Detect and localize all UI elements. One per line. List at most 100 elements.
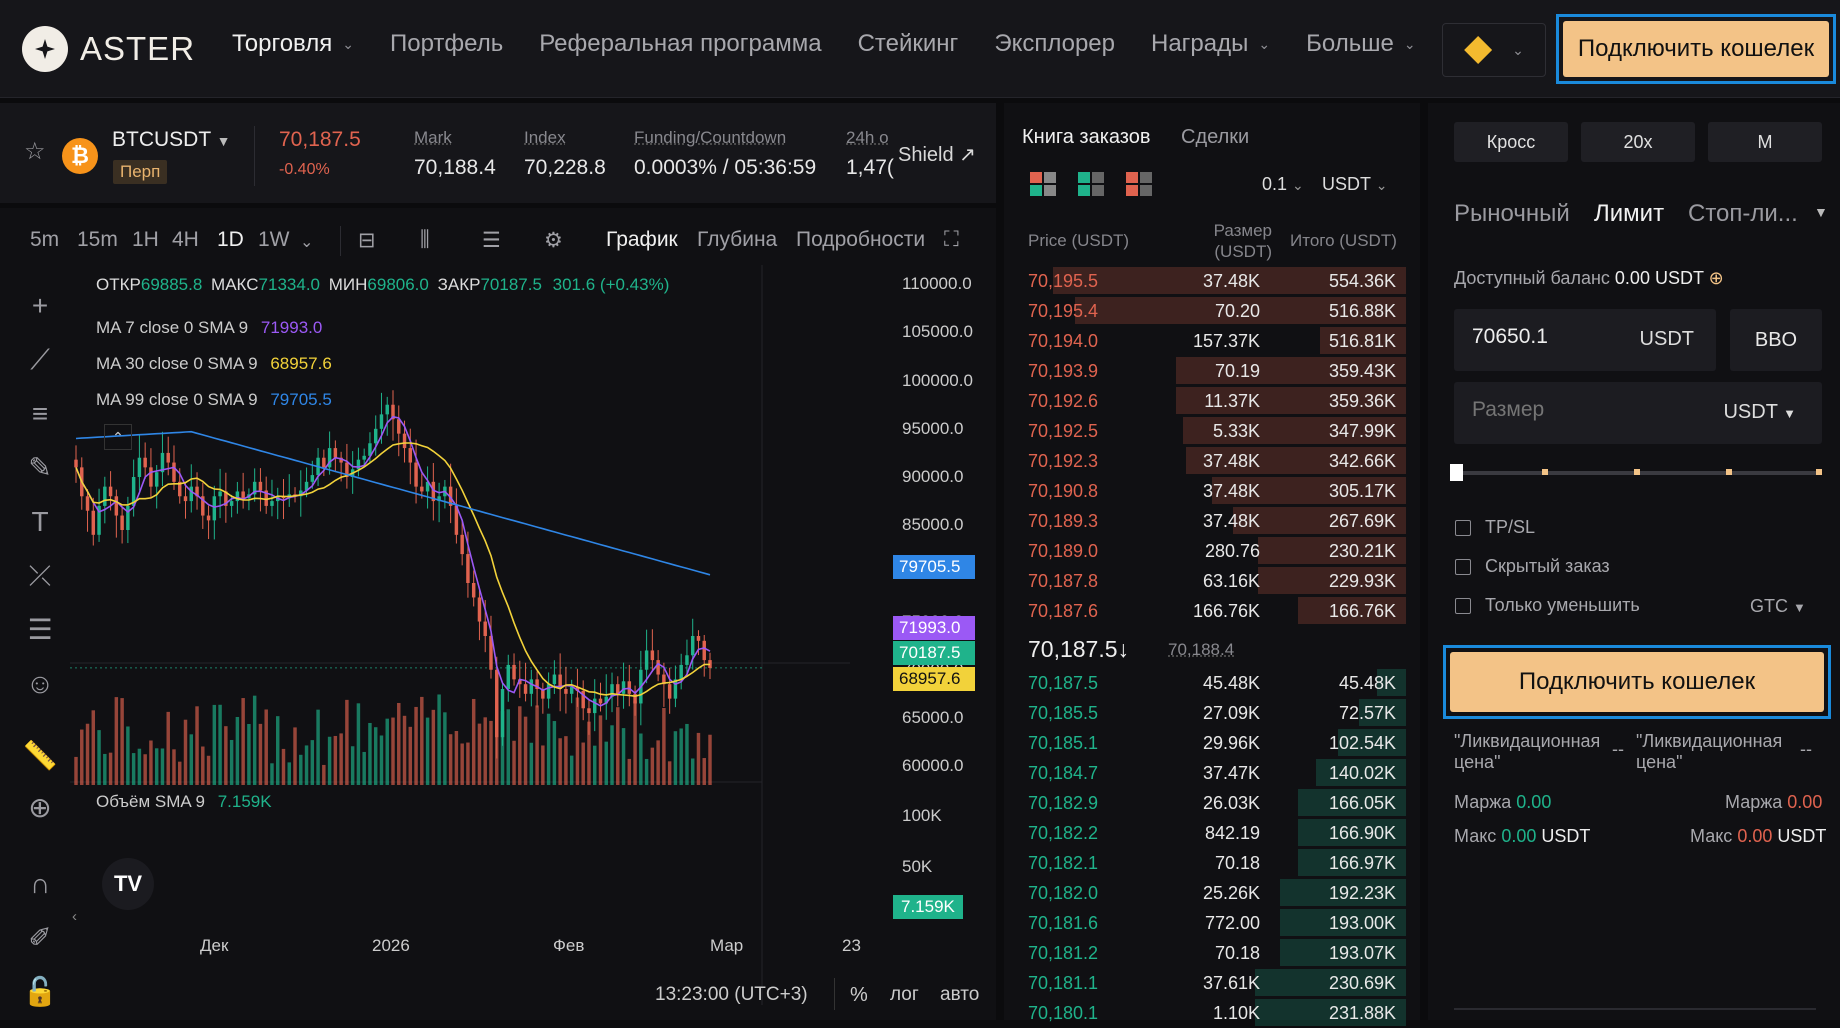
timeframe-1d[interactable]: 1D bbox=[217, 228, 244, 251]
horizontal-lines-icon[interactable]: ≡ bbox=[31, 398, 49, 429]
tab-order-book[interactable]: Книга заказов bbox=[1022, 126, 1151, 148]
size-unit-selector[interactable]: USDT ▼ bbox=[1723, 401, 1796, 424]
list-icon[interactable]: ☰ bbox=[482, 229, 501, 252]
nav-item-trade[interactable]: Торговля ⌄ bbox=[232, 30, 354, 58]
slider-tick[interactable] bbox=[1634, 469, 1640, 475]
price-input[interactable] bbox=[1472, 325, 1632, 349]
tab-market[interactable]: Рыночный bbox=[1454, 200, 1570, 227]
symbol-selector[interactable]: BTCUSDT ▼ bbox=[112, 128, 231, 152]
ask-row[interactable]: 70,192.6 11.37K 359.36K bbox=[1004, 386, 1420, 416]
timeframe-5m[interactable]: 5m bbox=[30, 228, 60, 251]
checkbox-box[interactable] bbox=[1455, 558, 1471, 575]
slider-tick[interactable] bbox=[1726, 469, 1732, 475]
bid-row[interactable]: 70,182.2 842.19 166.90K bbox=[1004, 818, 1420, 848]
timeframe-dropdown-chevron-icon[interactable]: ⌄ bbox=[300, 234, 314, 251]
order-type-dropdown-icon[interactable]: ▼ bbox=[1814, 204, 1828, 220]
ask-row[interactable]: 70,195.5 37.48K 554.36K bbox=[1004, 266, 1420, 296]
tab-chart[interactable]: График bbox=[606, 228, 678, 251]
percent-scale-toggle[interactable]: % bbox=[850, 984, 868, 1006]
ask-row[interactable]: 70,187.6 166.76K 166.76K bbox=[1004, 596, 1420, 626]
ma30-legend[interactable]: MA 30 close 0 SMA 9 68957.6 bbox=[96, 354, 332, 374]
bbo-button[interactable]: BBO bbox=[1730, 309, 1822, 371]
nav-item-portfolio[interactable]: Портфель bbox=[390, 30, 503, 58]
unit-selector[interactable]: USDT ⌄ bbox=[1322, 174, 1387, 195]
connect-wallet-button[interactable]: Подключить кошелек bbox=[1443, 645, 1831, 719]
leverage-button[interactable]: 20x bbox=[1581, 122, 1695, 162]
bid-row[interactable]: 70,184.7 37.47K 140.02K bbox=[1004, 758, 1420, 788]
nav-item-staking[interactable]: Стейкинг bbox=[858, 30, 959, 58]
ask-row[interactable]: 70,194.0 157.37K 516.81K bbox=[1004, 326, 1420, 356]
checkbox-box[interactable] bbox=[1455, 597, 1471, 614]
unlock-icon[interactable]: 🔓 bbox=[22, 976, 58, 1007]
price-input-field[interactable]: USDT bbox=[1454, 309, 1716, 371]
trendline-icon[interactable]: ⟋ bbox=[30, 344, 50, 375]
tradingview-logo[interactable]: TV bbox=[102, 858, 154, 910]
size-input-field[interactable]: USDT ▼ bbox=[1454, 382, 1822, 444]
tab-details[interactable]: Подробности bbox=[796, 228, 926, 251]
bid-row[interactable]: 70,181.1 37.61K 230.69K bbox=[1004, 968, 1420, 998]
tab-depth[interactable]: Глубина bbox=[697, 228, 778, 251]
bid-row[interactable]: 70,185.1 29.96K 102.54K bbox=[1004, 728, 1420, 758]
bid-row[interactable]: 70,185.5 27.09K 72.57K bbox=[1004, 698, 1420, 728]
scroll-left-icon[interactable]: ‹ bbox=[72, 908, 77, 925]
position-mode-button[interactable]: M bbox=[1708, 122, 1822, 162]
margin-mode-button[interactable]: Кросс bbox=[1454, 122, 1568, 162]
nav-item-referral[interactable]: Реферальная программа bbox=[539, 30, 821, 58]
size-slider-handle[interactable] bbox=[1450, 464, 1463, 481]
ma7-legend[interactable]: MA 7 close 0 SMA 9 71993.0 bbox=[96, 318, 322, 338]
bid-row[interactable]: 70,181.2 70.18 193.07K bbox=[1004, 938, 1420, 968]
plus-circle-icon[interactable]: ⊕ bbox=[1708, 268, 1724, 288]
timeframe-15m[interactable]: 15m bbox=[77, 228, 118, 251]
tif-selector[interactable]: GTC ▼ bbox=[1750, 596, 1806, 617]
hidden-order-checkbox[interactable]: Скрытый заказ bbox=[1455, 556, 1610, 577]
bid-row[interactable]: 70,181.6 772.00 193.00K bbox=[1004, 908, 1420, 938]
lock-drawing-icon[interactable]: ✐ bbox=[28, 922, 52, 953]
slider-tick[interactable] bbox=[1816, 469, 1822, 475]
ask-row[interactable]: 70,189.0 280.76 230.21K bbox=[1004, 536, 1420, 566]
ma99-legend[interactable]: MA 99 close 0 SMA 9 79705.5 bbox=[96, 390, 332, 410]
connect-wallet-button-top[interactable]: Подключить кошелек bbox=[1556, 14, 1836, 84]
crosshair-icon[interactable]: + bbox=[31, 290, 49, 321]
nav-item-explorer[interactable]: Эксплорер bbox=[994, 30, 1115, 58]
ask-row[interactable]: 70,190.8 37.48K 305.17K bbox=[1004, 476, 1420, 506]
zoom-in-icon[interactable]: ⊕ bbox=[28, 792, 52, 823]
ask-row[interactable]: 70,192.3 37.48K 342.66K bbox=[1004, 446, 1420, 476]
text-icon[interactable]: T bbox=[31, 506, 49, 537]
reduce-only-checkbox[interactable]: Только уменьшить bbox=[1455, 595, 1640, 616]
precision-selector[interactable]: 0.1 ⌄ bbox=[1262, 174, 1304, 195]
layout-bids-icon[interactable] bbox=[1078, 172, 1104, 196]
nav-item-rewards[interactable]: Награды ⌄ bbox=[1151, 30, 1270, 58]
tpsl-checkbox[interactable]: TP/SL bbox=[1455, 517, 1535, 538]
ask-row[interactable]: 70,193.9 70.19 359.43K bbox=[1004, 356, 1420, 386]
collapse-legend-button[interactable]: ⌃ bbox=[104, 424, 132, 450]
chain-selector[interactable]: ⌄ bbox=[1442, 23, 1546, 77]
checkbox-box[interactable] bbox=[1455, 519, 1471, 536]
timeframe-4h[interactable]: 4H bbox=[172, 228, 199, 251]
timeframe-1h[interactable]: 1H bbox=[132, 228, 159, 251]
bid-row[interactable]: 70,182.9 26.03K 166.05K bbox=[1004, 788, 1420, 818]
price-chart[interactable] bbox=[70, 265, 970, 1005]
ask-row[interactable]: 70,189.3 37.48K 267.69K bbox=[1004, 506, 1420, 536]
bid-row[interactable]: 70,182.1 70.18 166.97K bbox=[1004, 848, 1420, 878]
smiley-icon[interactable]: ☺ bbox=[25, 668, 55, 699]
bid-row[interactable]: 70,182.0 25.26K 192.23K bbox=[1004, 878, 1420, 908]
tab-limit[interactable]: Лимит bbox=[1594, 200, 1665, 227]
timeframe-1w[interactable]: 1W bbox=[258, 228, 290, 251]
indicators-icon[interactable]: ⊟ bbox=[358, 229, 376, 252]
ruler-icon[interactable]: 📏 bbox=[22, 740, 58, 771]
magnet-icon[interactable]: ∩ bbox=[29, 868, 51, 899]
tab-stop-limit[interactable]: Стоп-ли... bbox=[1688, 200, 1798, 227]
brush-icon[interactable]: ✎ bbox=[28, 452, 52, 483]
fullscreen-icon[interactable]: ⛶ bbox=[944, 228, 959, 251]
fib-icon[interactable]: ☰ bbox=[27, 614, 53, 645]
log-scale-toggle[interactable]: лог bbox=[890, 984, 919, 1005]
layout-asks-icon[interactable] bbox=[1126, 172, 1152, 196]
candle-type-icon[interactable]: ⫼ bbox=[420, 228, 430, 251]
layout-both-icon[interactable] bbox=[1030, 172, 1056, 196]
auto-scale-toggle[interactable]: авто bbox=[940, 984, 980, 1005]
pattern-icon[interactable]: ⤫ bbox=[28, 560, 52, 591]
size-input[interactable] bbox=[1472, 398, 1672, 422]
clock-display[interactable]: 13:23:00 (UTC+3) bbox=[655, 984, 808, 1005]
tab-trades[interactable]: Сделки bbox=[1181, 126, 1250, 148]
ask-row[interactable]: 70,195.4 70.20 516.88K bbox=[1004, 296, 1420, 326]
